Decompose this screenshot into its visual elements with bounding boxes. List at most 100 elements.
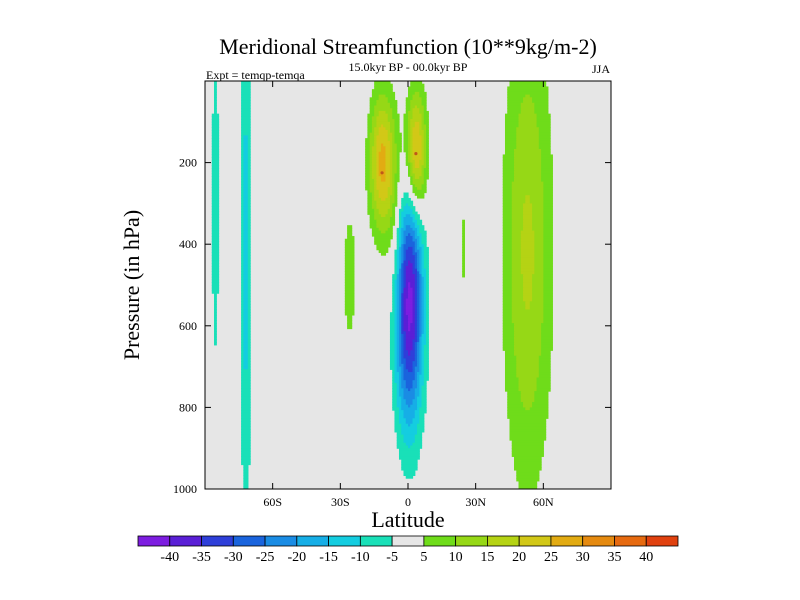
contour-cell (403, 306, 407, 311)
contour-cell (214, 295, 217, 300)
contour-cell (421, 271, 427, 275)
contour-cell (392, 140, 396, 145)
contour-cell (543, 184, 553, 188)
contour-cell (241, 154, 244, 158)
contour-cell (419, 290, 423, 294)
contour-cell (365, 176, 371, 180)
contour-cell (374, 127, 380, 131)
contour-cell (394, 314, 398, 319)
contour-cell (419, 129, 425, 134)
contour-cell (423, 328, 427, 332)
contour-cell (394, 257, 398, 262)
contour-cell (241, 105, 251, 109)
contour-cell (398, 328, 402, 332)
contour-cell (532, 295, 544, 300)
contour-cell (410, 83, 425, 88)
contour-cell (401, 328, 405, 332)
contour-cell (389, 317, 396, 321)
contour-cell (344, 276, 355, 281)
contour-cell (241, 342, 244, 346)
contour-cell (401, 282, 405, 286)
contour-cell (423, 276, 427, 281)
contour-cell (371, 170, 378, 175)
contour-cell (394, 265, 398, 270)
contour-cell (376, 184, 391, 188)
contour-cell (414, 323, 418, 327)
contour-cell (394, 293, 398, 297)
contour-cell (502, 222, 513, 226)
contour-cell (417, 263, 420, 267)
contour-cell (211, 274, 220, 278)
contour-cell (423, 168, 429, 172)
contour-cell (405, 331, 416, 335)
contour-cell (405, 265, 414, 270)
contour-cell (502, 200, 513, 204)
contour-cell (408, 295, 414, 300)
contour-cell (401, 276, 405, 281)
contour-cell (516, 127, 540, 131)
contour-cell (511, 197, 526, 202)
contour-cell (247, 246, 251, 251)
contour-cell (412, 227, 418, 232)
contour-cell (394, 129, 400, 134)
contour-cell (243, 176, 249, 180)
contour-cell (211, 246, 220, 251)
contour-cell (247, 271, 251, 275)
contour-cell (421, 285, 425, 289)
contour-cell (211, 260, 220, 264)
contour-cell (376, 162, 380, 166)
contour-cell (389, 350, 396, 354)
contour-cell (520, 102, 535, 107)
contour-cell (211, 282, 220, 286)
contour-cell (243, 347, 249, 351)
contour-cell (401, 246, 405, 251)
contour-cell (514, 344, 542, 349)
contour-cell (516, 478, 540, 482)
contour-cell (401, 339, 405, 343)
contour-cell (543, 287, 553, 292)
contour-cell (389, 331, 396, 335)
contour-cell (423, 255, 429, 259)
contour-cell (371, 119, 378, 123)
contour-cell (403, 342, 407, 346)
contour-cell (211, 265, 220, 270)
contour-cell (401, 461, 418, 466)
contour-cell (243, 200, 249, 204)
contour-cell (241, 410, 251, 414)
contour-cell (211, 217, 220, 221)
contour-cell (344, 279, 355, 283)
contour-cell (414, 347, 418, 351)
contour-cell (371, 129, 375, 134)
contour-cell (421, 304, 425, 308)
contour-cell (392, 113, 400, 117)
contour-cell (414, 377, 418, 381)
contour-cell (414, 225, 420, 229)
contour-cell (423, 244, 427, 248)
contour-cell (410, 105, 416, 109)
contour-cell (211, 200, 220, 204)
contour-cell (367, 129, 373, 134)
contour-cell (385, 94, 396, 98)
contour-cell (398, 450, 420, 455)
contour-cell (518, 388, 538, 392)
contour-cell (241, 328, 244, 332)
contour-cell (396, 404, 402, 408)
contour-cell (398, 252, 402, 256)
contour-cell (247, 336, 251, 340)
contour-cell (462, 260, 465, 264)
contour-cell (398, 214, 402, 218)
contour-cell (419, 274, 423, 278)
contour-cell (405, 304, 414, 308)
contour-cell (523, 227, 533, 232)
contour-cell (401, 401, 407, 406)
contour-cell (396, 230, 400, 234)
contour-cell (412, 170, 423, 175)
contour-cell (412, 421, 420, 425)
contour-cell (389, 323, 396, 327)
contour-cell (507, 401, 524, 406)
contour-cell (523, 293, 533, 297)
contour-cell (211, 181, 220, 185)
contour-cell (401, 320, 405, 324)
contour-cell (403, 350, 409, 354)
